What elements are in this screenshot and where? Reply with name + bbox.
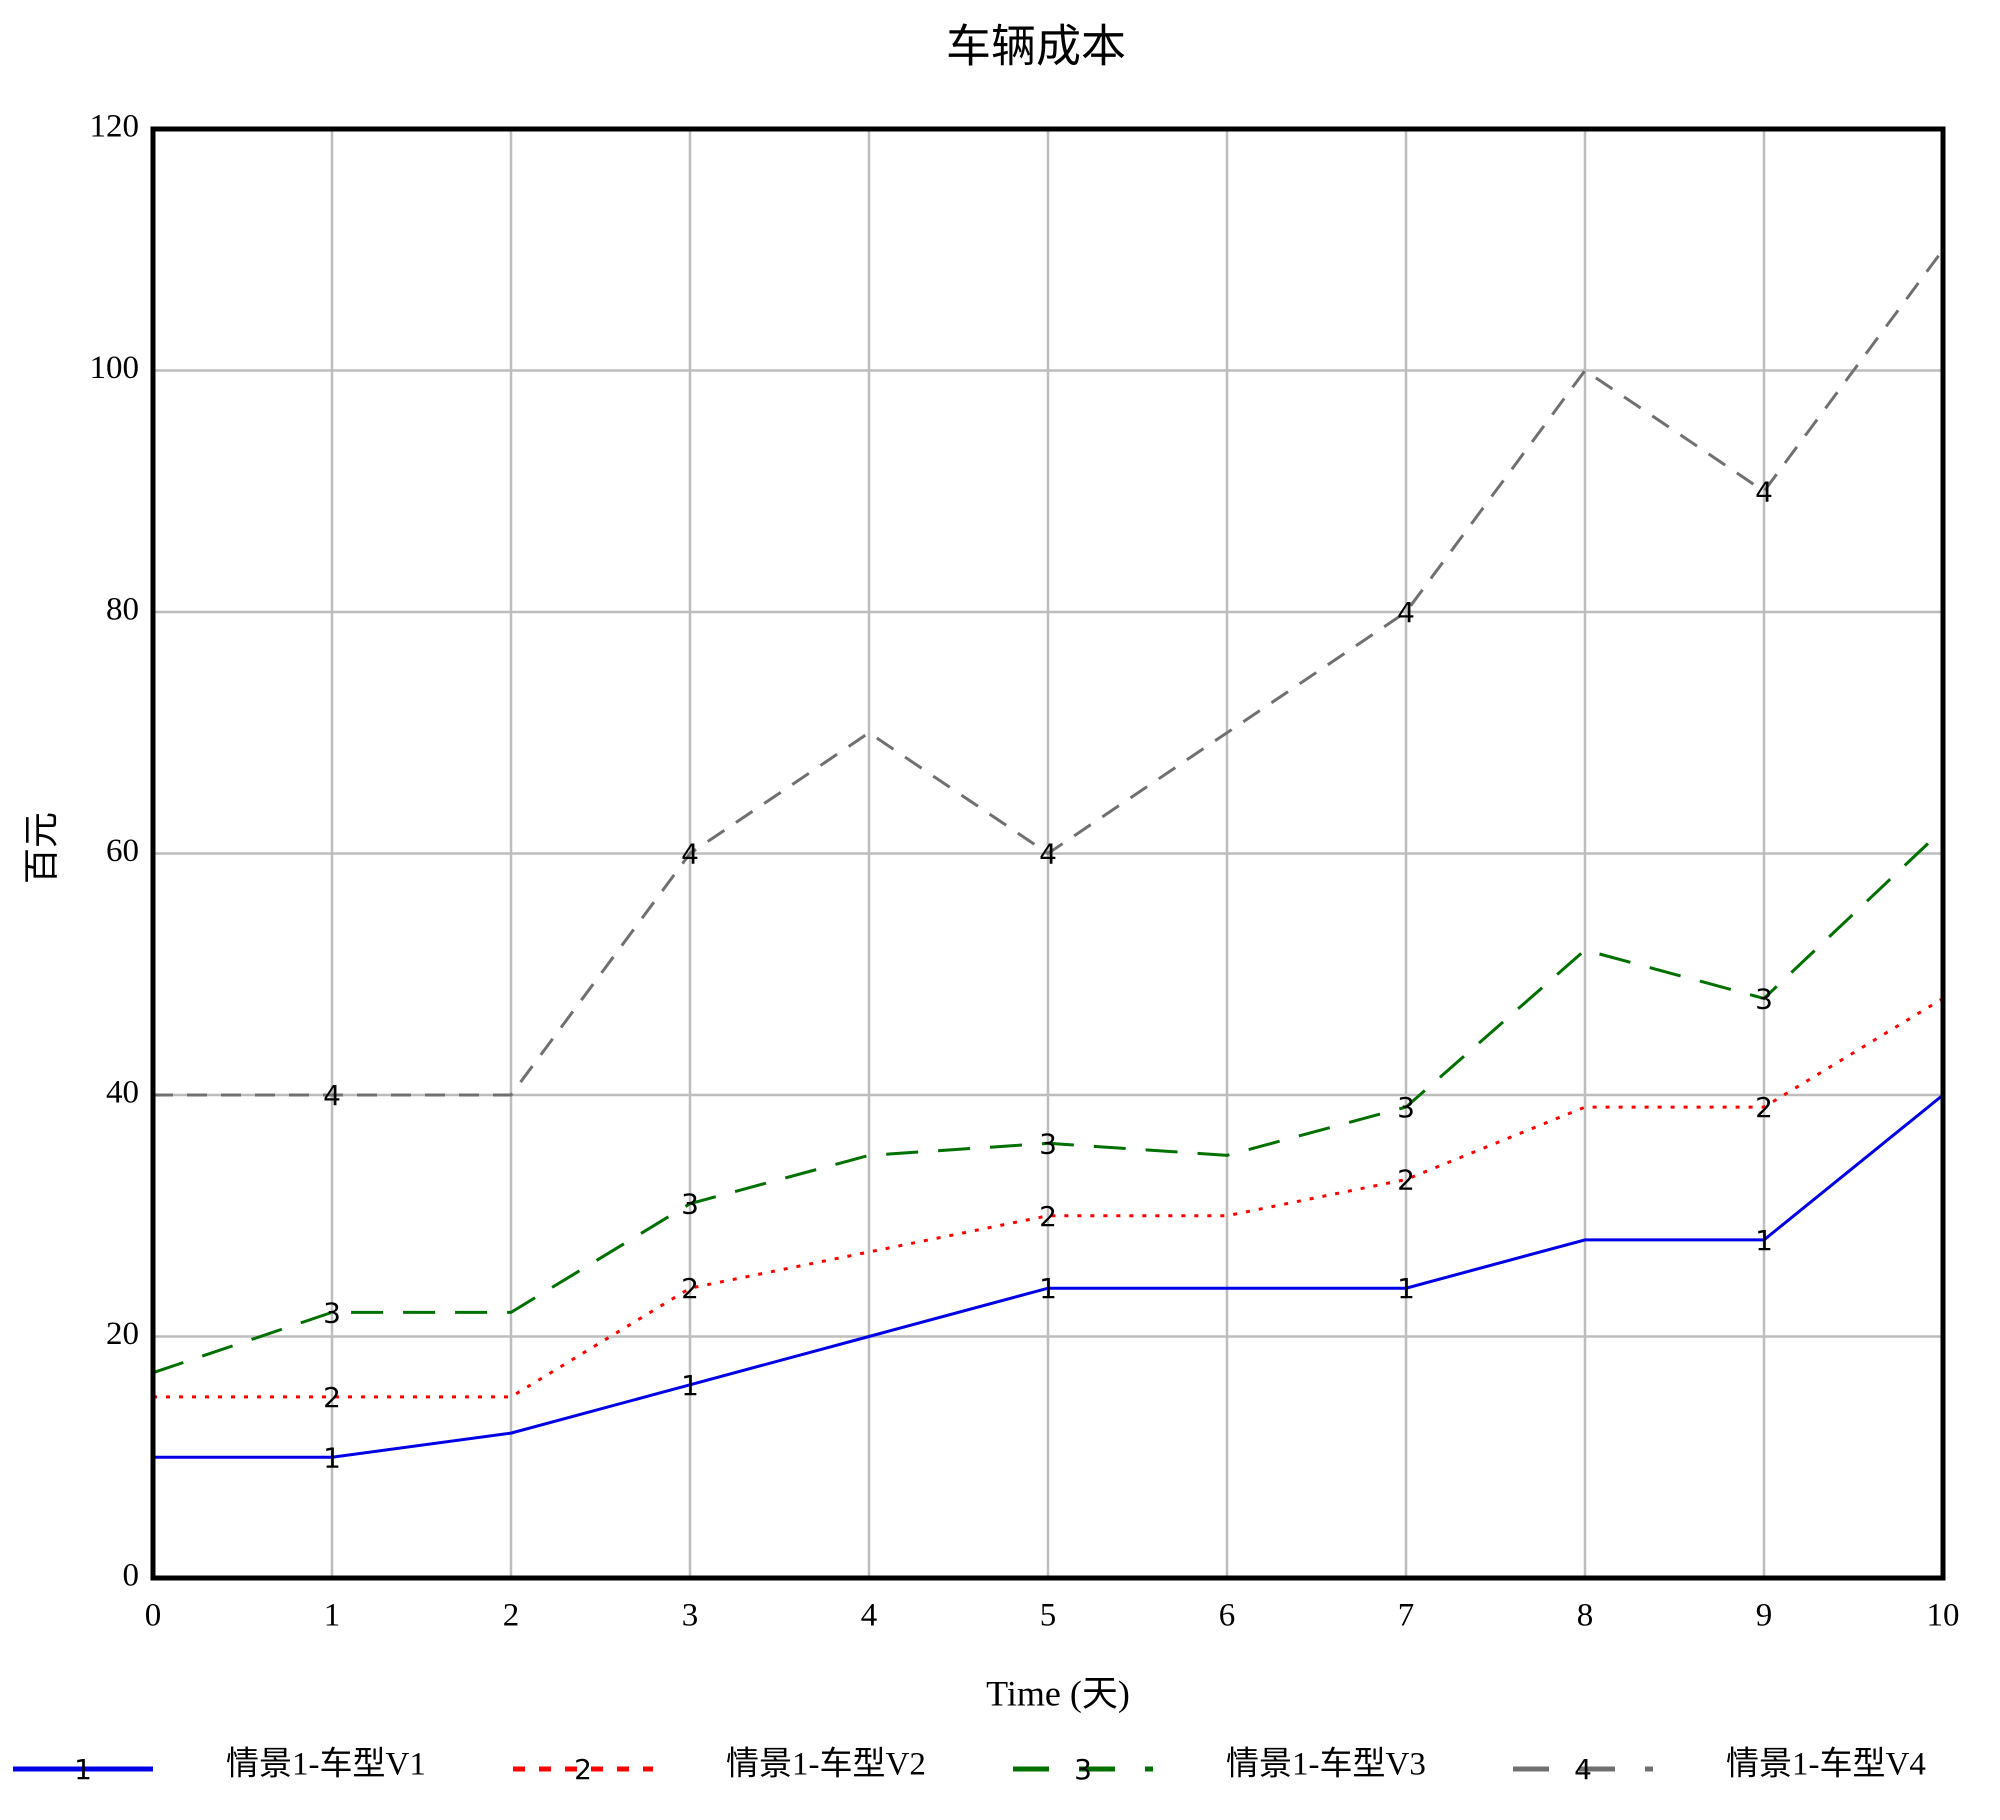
series-line bbox=[152, 828, 1945, 1375]
series-marker: 4 bbox=[1755, 475, 1773, 508]
legend-marker: 4 bbox=[1574, 1753, 1592, 1786]
series-marker: 1 bbox=[681, 1369, 699, 1402]
series-marker: 2 bbox=[1397, 1164, 1415, 1197]
series-marker: 4 bbox=[1039, 838, 1057, 871]
x-tick-label: 3 bbox=[682, 1598, 699, 1634]
series-marker: 3 bbox=[1755, 982, 1773, 1015]
legend-marker: 3 bbox=[1074, 1753, 1092, 1786]
chart-title: 车辆成本 bbox=[946, 21, 1126, 71]
series-line bbox=[153, 997, 1944, 1399]
series-marker: 4 bbox=[1397, 596, 1415, 629]
y-tick-label: 60 bbox=[106, 833, 139, 869]
x-tick-label: 9 bbox=[1756, 1598, 1773, 1634]
series-marker: 1 bbox=[323, 1441, 341, 1474]
series-marker: 2 bbox=[323, 1381, 341, 1414]
legend-label: 情景1-车型V1 bbox=[226, 1746, 426, 1783]
series-line bbox=[153, 1093, 1944, 1459]
x-axis-label: Time (天) bbox=[986, 1673, 1130, 1713]
y-tick-label: 120 bbox=[90, 109, 140, 145]
series-marker: 3 bbox=[1039, 1127, 1057, 1160]
x-tick-label: 0 bbox=[145, 1598, 162, 1634]
legend-marker: 1 bbox=[74, 1753, 92, 1786]
x-tick-label: 5 bbox=[1040, 1598, 1057, 1634]
series-marker: 3 bbox=[681, 1188, 699, 1221]
y-axis-label: 百元 bbox=[21, 812, 61, 884]
y-tick-label: 0 bbox=[123, 1558, 140, 1594]
series-marker: 1 bbox=[1755, 1224, 1773, 1257]
x-tick-label: 8 bbox=[1577, 1598, 1594, 1634]
series-marker: 3 bbox=[1397, 1091, 1415, 1124]
series-marker: 4 bbox=[323, 1079, 341, 1112]
legend-marker: 2 bbox=[574, 1753, 592, 1786]
legend-label: 情景1-车型V3 bbox=[1226, 1746, 1426, 1783]
x-tick-label: 2 bbox=[503, 1598, 520, 1634]
x-tick-label: 7 bbox=[1398, 1598, 1415, 1634]
series-marker: 1 bbox=[1039, 1272, 1057, 1305]
y-tick-label: 20 bbox=[106, 1316, 139, 1352]
x-tick-label: 10 bbox=[1927, 1598, 1960, 1634]
legend-label: 情景1-车型V4 bbox=[1726, 1746, 1926, 1783]
series-marker: 2 bbox=[681, 1272, 699, 1305]
series-marker: 2 bbox=[1755, 1091, 1773, 1124]
x-tick-label: 6 bbox=[1219, 1598, 1236, 1634]
series-marker: 4 bbox=[681, 838, 699, 871]
legend-label: 情景1-车型V2 bbox=[726, 1746, 926, 1783]
y-tick-label: 40 bbox=[106, 1075, 139, 1111]
y-tick-label: 80 bbox=[106, 592, 139, 628]
x-tick-label: 1 bbox=[324, 1598, 341, 1634]
series-marker: 1 bbox=[1397, 1272, 1415, 1305]
series-marker: 2 bbox=[1039, 1200, 1057, 1233]
y-tick-label: 100 bbox=[90, 350, 140, 386]
plot-frame bbox=[150, 126, 1946, 1581]
x-tick-label: 4 bbox=[861, 1598, 878, 1634]
series-marker: 3 bbox=[323, 1296, 341, 1329]
series-line bbox=[153, 248, 1945, 1097]
